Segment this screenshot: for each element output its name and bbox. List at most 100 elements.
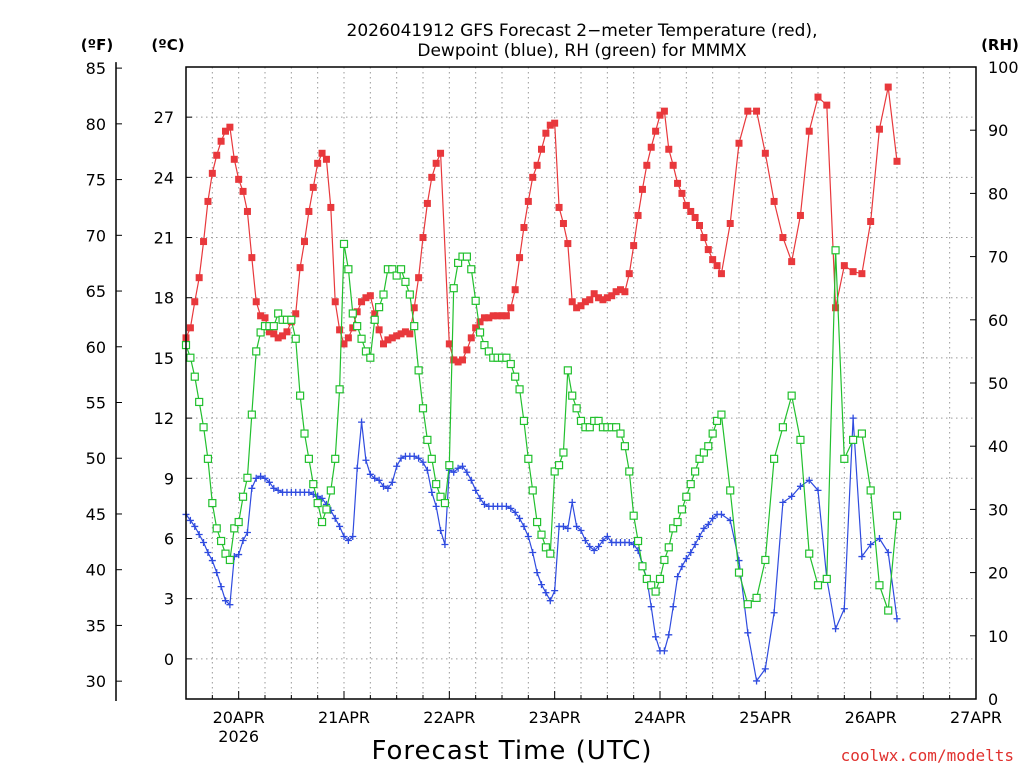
dewpoint-point bbox=[248, 484, 256, 492]
x-tick-label: 27APR bbox=[950, 708, 1002, 727]
rh-point bbox=[612, 423, 621, 432]
temperature-point bbox=[709, 256, 717, 264]
rh-point bbox=[309, 480, 318, 489]
rh-point bbox=[849, 435, 858, 444]
dewpoint-point bbox=[603, 532, 611, 540]
dewpoint-point bbox=[849, 414, 857, 422]
dewpoint-point bbox=[647, 603, 655, 611]
dewpoint-point bbox=[779, 498, 787, 506]
dewpoint-point bbox=[226, 601, 234, 609]
rh-point bbox=[304, 454, 313, 463]
temperature-point bbox=[884, 83, 892, 91]
rh-tick-label: 90 bbox=[988, 121, 1008, 140]
temperature-point bbox=[459, 356, 466, 364]
temperature-point bbox=[665, 145, 673, 153]
rh-point bbox=[353, 322, 362, 331]
temperature-point bbox=[573, 304, 581, 312]
rh-point bbox=[484, 347, 493, 356]
temperature-point bbox=[682, 201, 690, 209]
temperature-point bbox=[419, 234, 427, 242]
rh-point bbox=[633, 536, 643, 546]
rh-point bbox=[252, 347, 261, 356]
temperature-point bbox=[779, 234, 787, 242]
fahrenheit-tick-label: 30 bbox=[86, 672, 106, 691]
rh-point bbox=[708, 429, 717, 438]
dewpoint-point bbox=[538, 581, 545, 589]
plot-frame bbox=[185, 66, 977, 700]
dewpoint-point bbox=[893, 615, 901, 623]
temperature-point bbox=[840, 262, 848, 270]
rh-point bbox=[651, 587, 660, 596]
dewpoint-point bbox=[805, 476, 813, 484]
series-dewpoint bbox=[182, 414, 901, 685]
rh-point bbox=[243, 473, 252, 482]
temperature-point bbox=[200, 238, 208, 246]
temperature-point bbox=[423, 199, 431, 207]
dewpoint-point bbox=[520, 522, 528, 530]
dewpoint-point bbox=[235, 551, 243, 559]
dewpoint-point bbox=[511, 508, 519, 516]
temperature-point bbox=[559, 219, 567, 227]
temperature-point bbox=[814, 93, 822, 101]
celsius-tick-label: 18 bbox=[154, 289, 174, 308]
rh-point bbox=[805, 549, 814, 558]
rh-point bbox=[335, 385, 344, 394]
rh-point bbox=[568, 391, 577, 400]
dewpoint-point bbox=[217, 583, 225, 591]
rh-point bbox=[537, 530, 546, 539]
rh-point bbox=[875, 581, 884, 590]
unit-celsius-label: (ºC) bbox=[151, 36, 184, 54]
temperature-point bbox=[467, 334, 475, 342]
rh-tick-label: 30 bbox=[988, 500, 1008, 519]
fahrenheit-tick-label: 45 bbox=[86, 505, 106, 524]
temperature-point bbox=[603, 294, 611, 302]
dewpoint-point bbox=[660, 647, 668, 655]
temperature-point bbox=[261, 314, 269, 322]
celsius-tick-label: 15 bbox=[154, 349, 174, 368]
rh-point bbox=[673, 517, 682, 527]
dewpoint-point bbox=[208, 557, 216, 565]
dewpoint-point bbox=[274, 486, 282, 494]
dewpoint-point bbox=[186, 516, 194, 524]
temperature-point bbox=[415, 274, 423, 282]
temperature-point bbox=[538, 145, 545, 153]
credit-link[interactable]: coolwx.com/modelts bbox=[841, 746, 1014, 765]
rh-point bbox=[217, 536, 226, 546]
temperature-point bbox=[318, 149, 326, 157]
celsius-tick-label: 3 bbox=[164, 590, 174, 609]
celsius-tick-label: 27 bbox=[154, 108, 174, 127]
dewpoint-point bbox=[652, 633, 660, 641]
temperature-point bbox=[349, 324, 357, 332]
rh-point bbox=[572, 404, 581, 413]
temperature-point bbox=[248, 254, 256, 262]
dewpoint-point bbox=[384, 484, 392, 492]
rh-point bbox=[410, 322, 419, 331]
temperature-point bbox=[296, 264, 304, 272]
dewpoint-point bbox=[419, 458, 427, 466]
chart-subtitle: Dewpoint (blue), RH (green) for MMMX bbox=[417, 41, 747, 61]
celsius-tick-label: 0 bbox=[164, 650, 174, 669]
dewpoint-point bbox=[380, 482, 387, 490]
series-temperature bbox=[182, 83, 901, 366]
rh-point bbox=[234, 517, 243, 527]
dewpoint-point bbox=[744, 629, 752, 637]
rh-point bbox=[511, 372, 520, 381]
temperature-point bbox=[191, 298, 199, 306]
temperature-point bbox=[406, 330, 414, 338]
fahrenheit-tick-label: 80 bbox=[86, 115, 106, 134]
temperature-point bbox=[243, 207, 251, 215]
rh-point bbox=[467, 265, 476, 274]
temperature-point bbox=[634, 211, 642, 219]
chart-title: 2026041912 GFS Forecast 2−meter Temperat… bbox=[347, 21, 818, 41]
rh-point bbox=[616, 429, 625, 438]
rh-point bbox=[647, 581, 656, 590]
rh-point bbox=[655, 574, 665, 584]
temperature-point bbox=[358, 298, 366, 306]
temperature-point bbox=[498, 312, 506, 320]
temperature-point bbox=[590, 290, 598, 298]
temperature-point bbox=[322, 155, 330, 163]
dewpoint-point bbox=[336, 522, 344, 530]
fahrenheit-tick-label: 85 bbox=[86, 59, 106, 78]
temperature-point bbox=[849, 268, 857, 276]
